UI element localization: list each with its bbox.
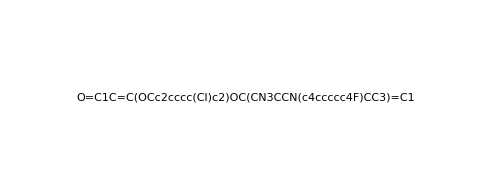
Text: O=C1C=C(OCc2cccc(Cl)c2)OC(CN3CCN(c4ccccc4F)CC3)=C1: O=C1C=C(OCc2cccc(Cl)c2)OC(CN3CCN(c4ccccc…: [76, 93, 415, 103]
